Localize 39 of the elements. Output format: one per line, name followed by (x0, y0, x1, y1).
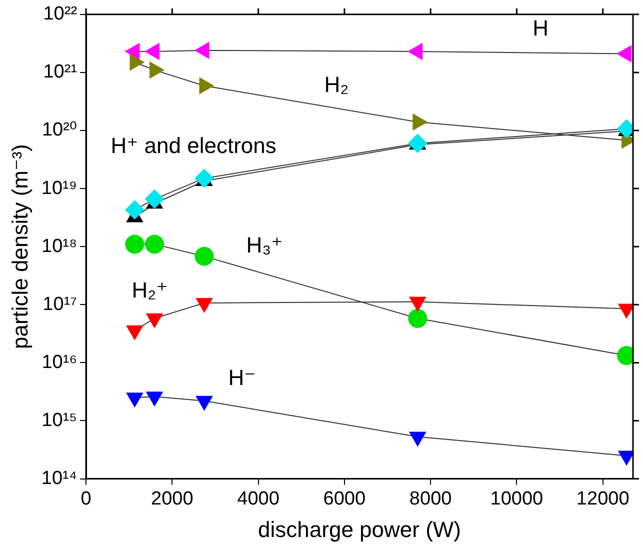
point (409, 296, 426, 312)
series-label: H₂⁺ (132, 277, 168, 302)
point (408, 134, 428, 153)
y-tick-label: 10¹⁸ (42, 236, 78, 257)
x-axis-title: discharge power (W) (258, 516, 461, 542)
point (409, 432, 426, 446)
point (146, 313, 163, 328)
point (125, 234, 144, 254)
point (617, 45, 632, 62)
y-tick-label: 10²⁰ (42, 120, 78, 141)
point (145, 190, 164, 209)
point (146, 392, 163, 406)
y-tick-label: 10¹⁵ (42, 410, 78, 431)
point (196, 396, 213, 410)
y-tick-label: 10²² (43, 4, 78, 25)
y-tick-label: 10¹⁶ (42, 352, 78, 373)
point (125, 200, 144, 220)
x-tick-label: 8000 (409, 488, 452, 510)
series-label: H (532, 16, 549, 41)
point (196, 298, 213, 312)
point (126, 392, 143, 408)
x-tick-label: 2000 (151, 488, 194, 510)
series-label: H⁺ and electrons (110, 132, 276, 158)
y-tick-label: 10¹⁴ (41, 468, 78, 490)
x-tick-label: 0 (80, 488, 92, 510)
point (126, 325, 143, 340)
y-tick-label: 10¹⁷ (42, 294, 78, 315)
point (194, 246, 214, 266)
x-tick-label: 6000 (323, 488, 366, 510)
y-axis-title: particle density (m⁻³) (7, 144, 32, 349)
series-label: H₂ (324, 72, 349, 97)
x-tick-label: 10000 (490, 488, 544, 510)
series-label: H⁻ (228, 364, 256, 390)
y-tick-label: 10²¹ (43, 62, 78, 83)
series-label: H₃⁺ (246, 232, 283, 258)
point (145, 234, 164, 254)
y-tick-label: 10¹⁹ (41, 178, 78, 199)
x-tick-label: 4000 (237, 488, 280, 510)
x-tick-label: 12000 (576, 488, 630, 510)
